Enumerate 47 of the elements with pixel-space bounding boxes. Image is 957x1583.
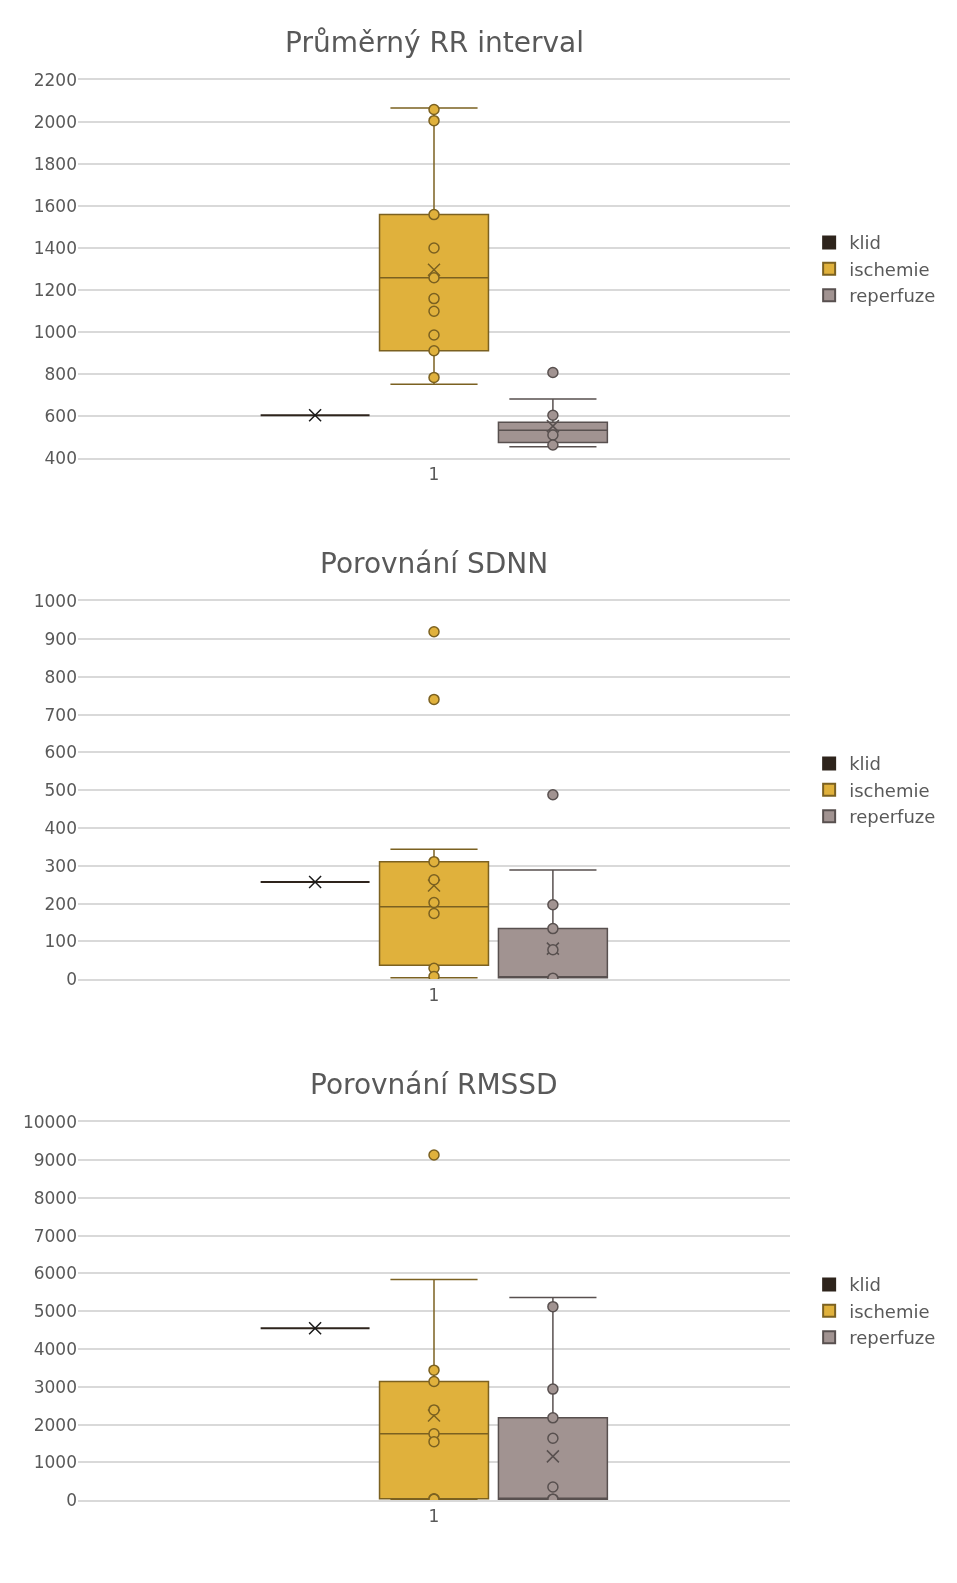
y-tick-label: 400 — [44, 448, 77, 469]
y-tick-label: 1800 — [33, 154, 77, 175]
y-tick-label: 7000 — [33, 1225, 77, 1246]
y-tick-label: 0 — [66, 1490, 77, 1511]
legend-label: ischemie — [849, 1300, 930, 1322]
y-tick-label: 600 — [44, 742, 77, 763]
y-tick-label: 900 — [44, 628, 77, 649]
y-tick-label: 1000 — [33, 322, 77, 343]
legend-label: ischemie — [849, 779, 930, 801]
y-tick-label: 800 — [44, 666, 77, 687]
y-tick-label: 500 — [44, 780, 77, 801]
x-tick-label: 1 — [428, 985, 440, 1006]
y-tick-label: 300 — [44, 855, 77, 876]
y-tick-label: 6000 — [33, 1263, 77, 1284]
y-tick-label: 1200 — [33, 280, 77, 301]
y-tick-label: 1000 — [33, 591, 77, 612]
chart-title: Průměrný RR interval — [285, 26, 584, 59]
y-tick-label: 800 — [44, 364, 77, 385]
legend-label: klid — [849, 1274, 881, 1296]
y-tick-label: 2000 — [33, 112, 77, 133]
x-tick-label: 1 — [428, 1506, 440, 1527]
y-tick-label: 4000 — [33, 1338, 77, 1359]
y-tick-label: 1600 — [33, 196, 77, 217]
y-tick-label: 2000 — [33, 1414, 77, 1435]
chart-title: Porovnání RMSSD — [310, 1068, 558, 1101]
y-tick-label: 2200 — [33, 70, 77, 91]
y-tick-label: 600 — [44, 406, 77, 427]
x-tick-label: 1 — [428, 464, 440, 485]
y-tick-label: 0 — [66, 969, 77, 990]
y-tick-label: 100 — [44, 931, 77, 952]
chart-title: Porovnání SDNN — [320, 547, 549, 580]
y-tick-label: 1400 — [33, 238, 77, 259]
y-tick-label: 200 — [44, 893, 77, 914]
y-tick-label: 10000 — [22, 1112, 77, 1133]
legend-label: klid — [849, 753, 881, 775]
legend-label: klid — [849, 232, 881, 254]
legend-label: reperfuze — [849, 1327, 936, 1349]
y-tick-label: 700 — [44, 704, 77, 725]
y-tick-label: 9000 — [33, 1149, 77, 1170]
y-tick-label: 400 — [44, 817, 77, 838]
y-tick-label: 3000 — [33, 1376, 77, 1397]
y-tick-label: 1000 — [33, 1452, 77, 1473]
y-tick-label: 8000 — [33, 1187, 77, 1208]
legend-label: reperfuze — [849, 285, 936, 307]
y-tick-label: 5000 — [33, 1301, 77, 1322]
legend-label: ischemie — [849, 258, 930, 280]
legend-label: reperfuze — [849, 806, 936, 828]
